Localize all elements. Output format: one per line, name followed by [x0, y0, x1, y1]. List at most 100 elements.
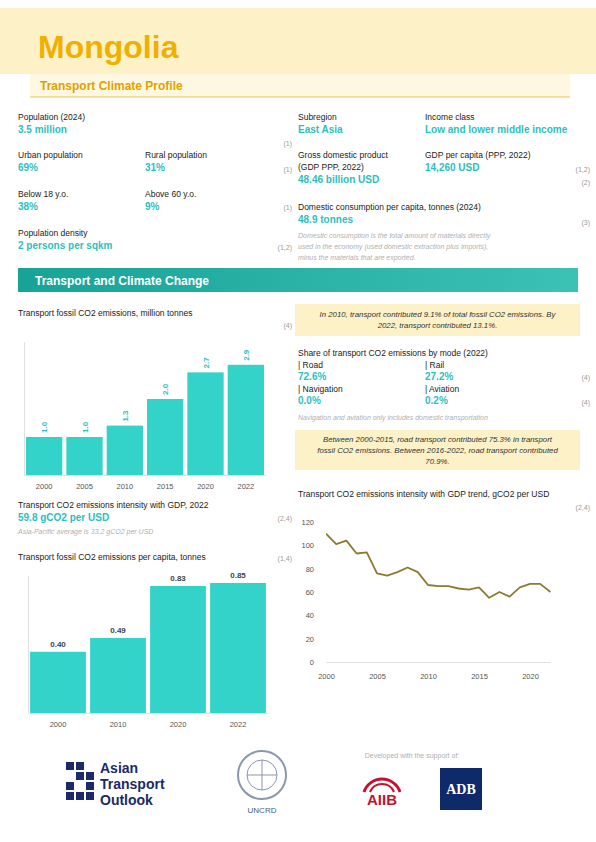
- stat-value: 14,260 USD: [425, 162, 479, 173]
- logo-box: [440, 768, 482, 810]
- emblem-outer: [238, 751, 286, 799]
- stat-label: Urban population: [18, 150, 83, 160]
- data-label: 0.83: [170, 574, 186, 583]
- mode-value: 27.2%: [425, 371, 453, 382]
- highlight-text: fossil CO2 emissions. Between 2016-2022,…: [317, 446, 558, 455]
- logo-square: [86, 792, 94, 800]
- tick: 2020: [170, 720, 187, 729]
- adb-logo: ADB: [440, 768, 482, 810]
- stat-value: 59.8 gCO2 per USD: [18, 512, 109, 523]
- tick: 2020: [522, 662, 539, 681]
- mode-value: 0.0%: [298, 395, 321, 406]
- section-title: Transport and Climate Change: [35, 274, 209, 288]
- data-label: 0.40: [50, 640, 66, 649]
- tick: 2022: [237, 482, 254, 491]
- y-axis: [24, 343, 25, 476]
- mode-value: 0.2%: [425, 395, 448, 406]
- data-label: 2.0: [161, 383, 170, 395]
- note: Asia-Pacific average is 33.2 gCO2 per US…: [17, 528, 153, 536]
- tick-label: 0: [310, 658, 314, 667]
- chart-title: Transport fossil CO2 emissions, million …: [18, 308, 192, 318]
- tick: 60: [306, 588, 320, 597]
- line: [326, 534, 550, 598]
- data-labels: 0.40 0.49 0.83 0.85: [50, 571, 246, 649]
- tick: 2010: [110, 720, 127, 729]
- mode-share-title: Share of transport CO2 emissions by mode…: [298, 348, 488, 358]
- chart-title: Transport CO2 emissions intensity with G…: [298, 489, 549, 499]
- x-axis: 2000 2010 2020 2022: [29, 714, 269, 730]
- data-label: 0.49: [110, 626, 126, 635]
- tick: 120: [301, 518, 320, 527]
- stat-value: 48.9 tonnes: [298, 214, 353, 225]
- tick-label: 2000: [36, 482, 53, 491]
- source-ref: (4): [581, 399, 590, 407]
- tick: 2010: [116, 482, 133, 491]
- logo-square: [86, 782, 94, 790]
- data-labels: 1.01.01.32.02.72.9: [40, 349, 251, 433]
- data-label: 1.3: [121, 410, 130, 422]
- stat-value: 48.46 billion USD: [298, 174, 379, 185]
- highlight-text: 70.9%.: [425, 457, 449, 466]
- logo-square: [76, 762, 84, 770]
- tick-label: 20: [306, 635, 314, 644]
- bar: [26, 437, 62, 475]
- tick-label: 60: [306, 588, 314, 597]
- y-axis: [28, 576, 29, 714]
- note: minus the materials that are exported.: [298, 254, 416, 262]
- stat-label: Income class: [425, 112, 475, 122]
- subtitle-rule: [30, 96, 570, 97]
- highlight-box: [295, 304, 580, 336]
- tick-label: 2015: [157, 482, 174, 491]
- tick: 2000: [50, 720, 67, 729]
- logo-square: [76, 772, 84, 780]
- mode-label: | Rail: [425, 360, 444, 370]
- logo-square: [66, 762, 74, 770]
- data-label: 0.85: [230, 571, 246, 580]
- tick-label: 2022: [237, 482, 254, 491]
- lines: [326, 534, 550, 598]
- y-axis-line: [28, 576, 29, 714]
- bar: [107, 426, 143, 475]
- data-label: 2.7: [202, 357, 211, 369]
- stat-value: 69%: [18, 162, 38, 173]
- tick-label: 120: [301, 518, 314, 527]
- stat-value: Low and lower middle income: [425, 124, 568, 135]
- support-text: Developed with the support of:: [365, 752, 460, 760]
- page-title: Mongolia: [38, 29, 179, 65]
- tick: 2000: [318, 662, 335, 681]
- subtitle-band: [30, 74, 570, 97]
- ato-logo: AsianTransportOutlook: [66, 760, 165, 808]
- x-axis-line: [327, 662, 551, 663]
- logo-square: [86, 772, 94, 780]
- y-axis: 020406080100120: [301, 518, 320, 667]
- tick-label: 2010: [420, 672, 437, 681]
- bar: [150, 586, 206, 713]
- tick: 2015: [471, 662, 488, 681]
- tick: 100: [301, 541, 320, 550]
- bar: [210, 583, 266, 713]
- stat-label: Rural population: [145, 150, 207, 160]
- stat-value: 9%: [145, 201, 160, 212]
- tick: 0: [310, 658, 320, 667]
- logo-text: Asian: [100, 760, 138, 776]
- tick: 2000: [36, 482, 53, 491]
- tick-label: 2000: [50, 720, 67, 729]
- page: MongoliaTransport Climate ProfilePopulat…: [0, 0, 596, 842]
- stat-label: Gross domestic product: [298, 150, 388, 160]
- tick-label: 2020: [197, 482, 214, 491]
- x-axis-line: [29, 713, 269, 714]
- highlight-box: [295, 430, 580, 470]
- logo-text: ADB: [446, 782, 476, 797]
- bars: [26, 365, 264, 475]
- note: Domestic consumption is the total amount…: [298, 232, 491, 240]
- tick-label: 2010: [116, 482, 133, 491]
- header-banner: [0, 8, 596, 74]
- tick-label: 2005: [369, 672, 386, 681]
- note: used in the economy (used domestic extra…: [298, 243, 488, 251]
- stat-label: Domestic consumption per capita, tonnes …: [298, 202, 481, 212]
- stat-label: (GDP PPP, 2022): [298, 162, 364, 172]
- tick-label: 2022: [230, 720, 247, 729]
- emblem-line: [262, 760, 263, 790]
- tick: 40: [306, 611, 320, 620]
- stat-label: GDP per capita (PPP, 2022): [425, 150, 531, 160]
